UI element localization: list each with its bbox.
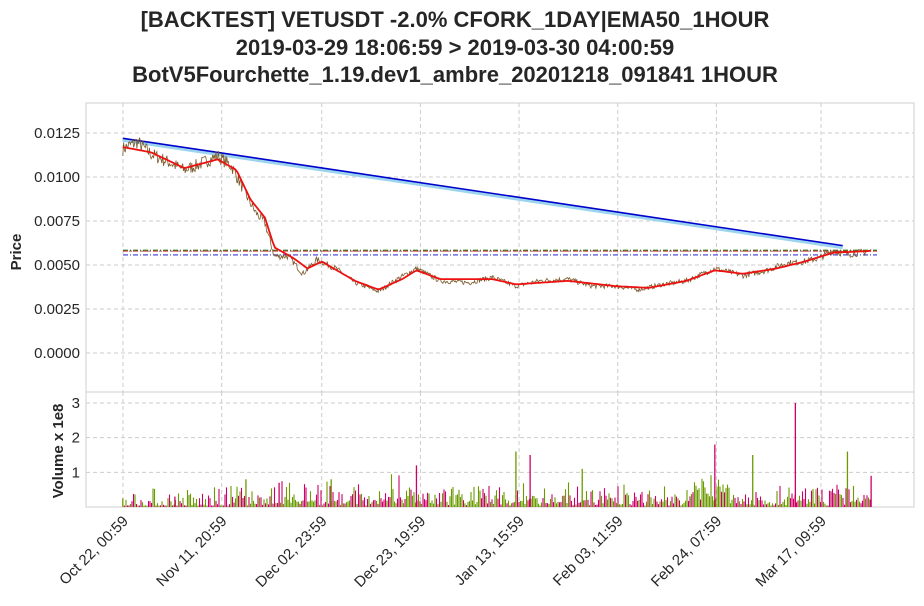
x-tick-label: Dec 23, 19:59 bbox=[351, 513, 429, 591]
volume-grid bbox=[86, 392, 914, 507]
price-panel-frame bbox=[85, 102, 915, 393]
price-tick-label: 0.0100 bbox=[34, 169, 80, 186]
price-tick-label: 0.0025 bbox=[34, 301, 80, 318]
chart-title-line-1: [BACKTEST] VETUSDT -2.0% CFORK_1DAY|EMA5… bbox=[140, 7, 770, 32]
ema-series-group bbox=[122, 146, 872, 290]
volume-bars bbox=[122, 403, 872, 507]
price-grid bbox=[86, 103, 914, 392]
ema-line bbox=[122, 146, 872, 290]
volume-tick-label: 3 bbox=[72, 395, 80, 412]
chart-title-line-2: 2019-03-29 18:06:59 > 2019-03-30 04:00:5… bbox=[235, 35, 675, 60]
x-tick-label: Nov 11, 20:59 bbox=[153, 513, 230, 590]
trend-line-group bbox=[122, 137, 843, 250]
price-tick-label: 0.0075 bbox=[34, 213, 80, 230]
price-tick-label: 0.0000 bbox=[34, 345, 80, 362]
x-tick-labels: Oct 22, 00:59 Nov 11, 20:59 Dec 02, 23:59 D… bbox=[56, 513, 830, 591]
price-tick-label: 0.0050 bbox=[34, 257, 80, 274]
x-tick-label: Feb 24, 07:59 bbox=[648, 513, 725, 590]
x-tick-label: Jan 13, 15:59 bbox=[452, 513, 528, 589]
x-tick-label: Mar 17, 09:59 bbox=[752, 513, 829, 590]
price-axis-label: Price bbox=[8, 234, 25, 271]
x-tick-label: Oct 22, 00:59 bbox=[56, 513, 132, 589]
volume-tick-label: 1 bbox=[72, 464, 80, 481]
volume-axis-label: Volume x 1e8 bbox=[50, 404, 67, 499]
chart-title-line-3: BotV5Fourchette_1.19.dev1_ambre_20201218… bbox=[132, 62, 778, 87]
volume-tick-label: 2 bbox=[72, 430, 80, 447]
price-tick-label: 0.0125 bbox=[34, 125, 80, 142]
trend-line bbox=[122, 137, 843, 247]
trend-shadow bbox=[122, 138, 843, 250]
x-tick-label: Feb 03, 11:59 bbox=[550, 513, 627, 590]
horizontal-levels bbox=[123, 249, 877, 256]
x-tick-label: Dec 02, 23:59 bbox=[252, 513, 330, 591]
y-tick-labels: 0.0000 0.0025 0.0050 0.0075 0.0100 0.0125 1 2 3 bbox=[34, 125, 80, 481]
